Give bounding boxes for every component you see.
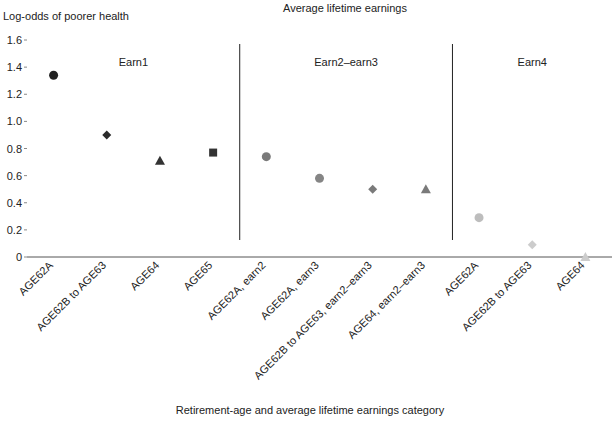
- points: [49, 71, 590, 261]
- x-tick-label: AGE62B to AGE63: [34, 259, 108, 333]
- y-tick: [24, 94, 27, 95]
- y-tick: [24, 229, 27, 230]
- y-tick: [24, 40, 27, 41]
- point: [368, 185, 377, 194]
- section-divider: [452, 44, 453, 240]
- point: [155, 156, 165, 165]
- x-axis-label: Retirement-age and average lifetime earn…: [176, 404, 445, 416]
- y-tick: [24, 175, 27, 176]
- point: [209, 149, 217, 157]
- section-divider: [239, 44, 240, 240]
- x-tick-label: AGE65: [181, 259, 215, 293]
- x-tick-label: AGE62A: [16, 258, 55, 297]
- title: Average lifetime earnings: [283, 2, 407, 14]
- y-tick-label: 1.0: [7, 115, 22, 127]
- y-tick-label: 1.4: [7, 61, 22, 73]
- point: [528, 240, 537, 249]
- y-tick-label: 0.6: [7, 170, 22, 182]
- x-axis-line: [27, 257, 612, 258]
- y-tick: [24, 148, 27, 149]
- chart: Average lifetime earnings Log-odds of poo…: [0, 0, 612, 423]
- y-tick: [24, 121, 27, 122]
- y-tick-label: 0: [16, 251, 22, 263]
- y-tick: [24, 257, 27, 258]
- y-tick-label: 0.4: [7, 197, 22, 209]
- x-tick-label: AGE62B to AGE63, earn2–earn3: [251, 259, 374, 382]
- y-tick-label: 0.2: [7, 224, 22, 236]
- y-tick: [24, 67, 27, 68]
- section-label: Earn4: [518, 56, 547, 68]
- point: [421, 184, 431, 193]
- x-tick-label: AGE62A: [442, 258, 481, 297]
- x-tick-label: AGE64, earn2–earn3: [345, 259, 427, 341]
- y-tick: [24, 202, 27, 203]
- x-tick-label: AGE64: [128, 259, 162, 293]
- section-label: Earn2–earn3: [314, 56, 378, 68]
- x-tick-label: AGE62B to AGE63: [459, 259, 533, 333]
- point: [580, 252, 590, 261]
- section-label: Earn1: [119, 56, 148, 68]
- point: [475, 213, 484, 222]
- x-tick-label: AGE64: [553, 259, 587, 293]
- y-tick-label: 1.6: [7, 34, 22, 46]
- point: [49, 71, 58, 80]
- point: [315, 174, 324, 183]
- point: [102, 130, 111, 139]
- point: [262, 152, 271, 161]
- y-axis-label: Log-odds of poorer health: [3, 10, 129, 22]
- y-tick-label: 0.8: [7, 143, 22, 155]
- y-tick-label: 1.2: [7, 88, 22, 100]
